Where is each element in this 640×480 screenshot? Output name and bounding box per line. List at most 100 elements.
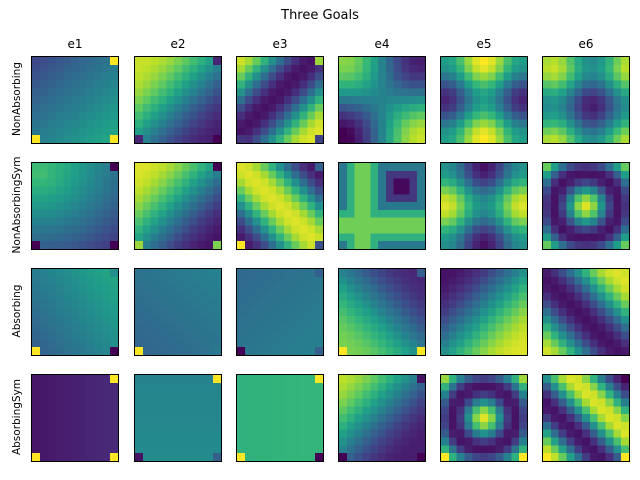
heatmap-cell — [393, 88, 402, 97]
heatmap-cell — [55, 429, 64, 438]
heatmap-cell — [441, 284, 450, 293]
heatmap-cell — [487, 111, 497, 120]
heatmap-cell — [480, 103, 489, 113]
heatmap-cell — [613, 72, 622, 81]
heatmap-cell — [299, 209, 308, 219]
heatmap-cell — [55, 398, 64, 407]
heatmap-cell — [495, 72, 504, 81]
heatmap-cell — [252, 421, 261, 431]
heatmap-cell — [385, 421, 395, 431]
heatmap-cell — [519, 127, 527, 136]
heatmap-cell — [213, 225, 221, 234]
heatmap-cell — [495, 269, 504, 278]
heatmap-cell — [511, 111, 520, 120]
heatmap-cell — [495, 276, 504, 285]
heatmap-cell — [354, 406, 363, 415]
heatmap-cell — [378, 382, 387, 391]
heatmap-cell — [511, 437, 520, 446]
heatmap-cell — [213, 178, 221, 187]
heatmap-cell — [464, 241, 473, 249]
heatmap-cell — [135, 323, 144, 332]
heatmap-cell — [197, 119, 206, 128]
heatmap-cell — [110, 88, 118, 97]
heatmap-cell — [315, 292, 323, 301]
heatmap-cell — [307, 382, 316, 391]
heatmap-cell — [362, 88, 371, 97]
heatmap-cell — [417, 163, 425, 172]
heatmap-cell — [268, 103, 277, 113]
heatmap-cell — [55, 233, 64, 242]
heatmap-cell — [135, 414, 144, 423]
heatmap-cell — [291, 292, 300, 301]
heatmap-cell — [276, 382, 285, 391]
heatmap-cell — [299, 382, 308, 391]
heatmap-cell — [94, 178, 103, 187]
heatmap-cell — [480, 57, 489, 66]
heatmap-cell — [307, 135, 316, 143]
heatmap-cell — [213, 163, 221, 172]
heatmap-cell — [110, 315, 118, 325]
heatmap-cell — [283, 202, 293, 211]
heatmap-cell — [86, 414, 95, 423]
heatmap-cell — [480, 88, 489, 97]
heatmap-cell — [621, 170, 629, 179]
heatmap-cell — [94, 375, 103, 384]
heatmap-cell — [519, 339, 527, 348]
heatmap-cell — [370, 186, 379, 195]
heatmap-cell — [158, 406, 167, 415]
heatmap-cell — [417, 64, 425, 73]
heatmap-cell — [32, 64, 41, 73]
heatmap-cell — [339, 421, 348, 431]
heatmap-cell — [480, 276, 489, 285]
heatmap-cell — [78, 406, 88, 415]
heatmap-cell — [283, 308, 293, 317]
heatmap-cell — [441, 269, 450, 278]
heatmap-cell — [566, 421, 575, 431]
heatmap-nonabsorbing-e6 — [543, 57, 629, 143]
heatmap-cell — [621, 64, 629, 73]
heatmap-cell — [495, 331, 504, 340]
heatmap-cell — [409, 315, 418, 325]
heatmap-cell — [503, 72, 512, 81]
heatmap-cell — [582, 331, 591, 340]
heatmap-cell — [339, 119, 348, 128]
heatmap-cell — [260, 241, 269, 249]
heatmap-cell — [409, 375, 418, 384]
heatmap-cell — [307, 96, 316, 105]
heatmap-cell — [197, 241, 206, 249]
heatmap-cell — [613, 323, 622, 332]
heatmap-cell — [244, 300, 253, 309]
heatmap-cell — [213, 111, 221, 120]
heatmap-cell — [589, 241, 599, 249]
heatmap-cell — [142, 453, 151, 461]
heatmap-cell — [181, 119, 191, 128]
heatmap-cell — [621, 163, 629, 172]
heatmap-cell — [268, 315, 277, 325]
heatmap-cell — [244, 209, 253, 219]
heatmap-cell — [213, 437, 221, 446]
heatmap-cell — [32, 241, 41, 249]
heatmap-cell — [315, 178, 323, 187]
heatmap-cell — [71, 269, 80, 278]
heatmap-cell — [621, 284, 629, 293]
heatmap-cell — [464, 178, 473, 187]
heatmap-cell — [519, 276, 527, 285]
heatmap-cell — [558, 300, 567, 309]
heatmap-cell — [456, 323, 465, 332]
heatmap-cell — [589, 209, 599, 219]
heatmap-cell — [589, 292, 599, 301]
heatmap-cell — [370, 421, 379, 431]
heatmap-cell — [268, 308, 277, 317]
heatmap-cell — [135, 292, 144, 301]
heatmap-cell — [613, 64, 622, 73]
heatmap-cell — [276, 233, 285, 242]
heatmap-cell — [574, 127, 583, 136]
heatmap-panel-nonabsorbingsym-e3 — [236, 162, 324, 250]
heatmap-cell — [346, 241, 355, 249]
heatmap-cell — [574, 225, 583, 234]
heatmap-cell — [464, 339, 473, 348]
column-label-e3: e3 — [272, 37, 288, 51]
heatmap-cell — [94, 72, 103, 81]
heatmap-cell — [78, 209, 88, 219]
heatmap-cell — [480, 375, 489, 384]
